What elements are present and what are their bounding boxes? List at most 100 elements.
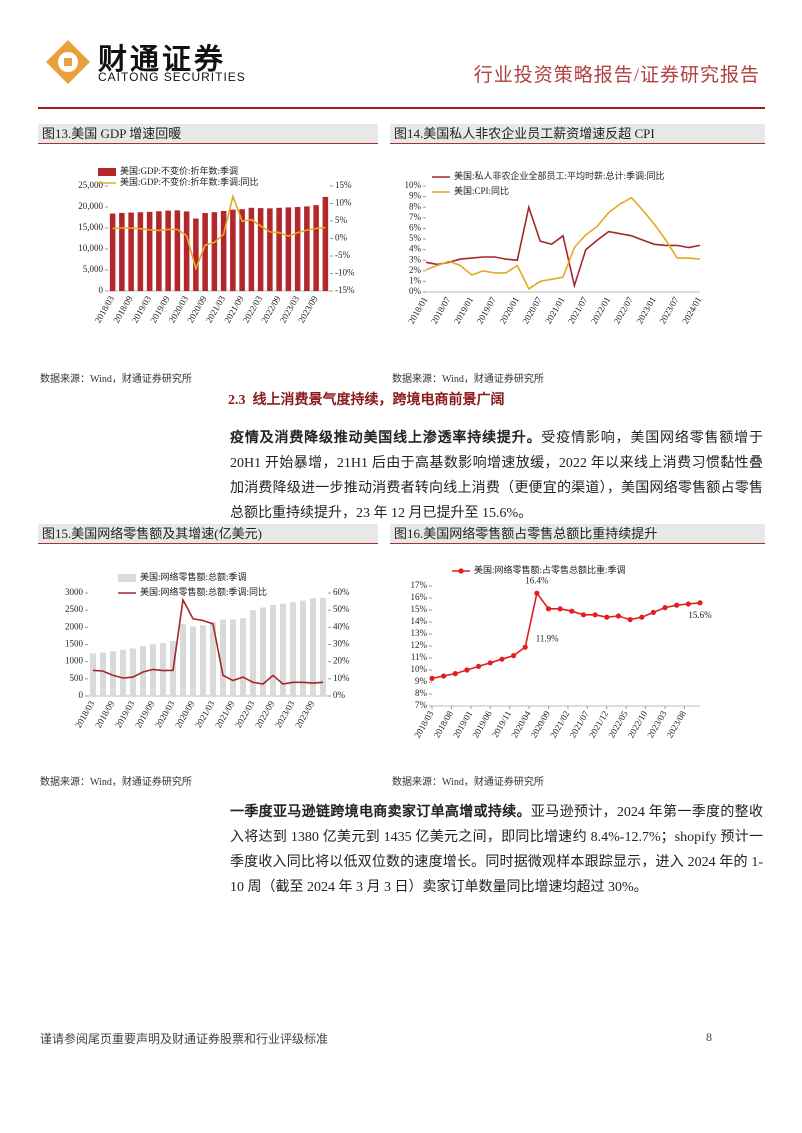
y-tick-label: 10%: [333, 673, 350, 683]
y-tick-label: 60%: [333, 587, 350, 597]
header-rule: [38, 107, 765, 109]
y-tick-label: 14%: [411, 616, 428, 626]
paragraph-lead: 疫情及消费降级推动美国线上渗透率持续提升。: [230, 431, 542, 446]
line-series: [431, 591, 701, 680]
data-label: 15.6%: [688, 610, 712, 620]
bar: [156, 211, 162, 291]
bar: [280, 603, 286, 696]
bar: [109, 213, 116, 291]
logo-en: CAITONG SECURITIES: [98, 70, 246, 84]
bar: [300, 600, 306, 696]
legend-label: 美国:GDP:不变价:折年数:季调:同比: [120, 176, 259, 187]
bar: [322, 196, 329, 291]
logo-center: [64, 58, 72, 66]
legend-label: 美国:私人非农企业全部员工:平均时薪:总计:季调:同比: [454, 170, 665, 181]
y-tick-label: 4%: [409, 244, 422, 254]
y-tick-label: 10%: [405, 180, 422, 190]
y-tick-label: -5%: [335, 250, 350, 260]
bar: [110, 651, 116, 696]
bar: [257, 208, 264, 291]
line-series: [425, 196, 701, 290]
bar: [304, 206, 310, 291]
point: [522, 644, 528, 650]
figure-caption: 图16.美国网络零售额占零售总额比重持续提升: [390, 524, 765, 544]
bar: [190, 626, 196, 696]
y-tick-label: 15%: [335, 180, 352, 190]
x-tick-label: 2019/07: [475, 295, 499, 326]
x-tick-label: 2018/01: [406, 295, 429, 326]
bar: [146, 211, 153, 291]
y-tick-label: 3000: [65, 587, 84, 597]
y-tick-label: -10%: [335, 268, 355, 278]
bar: [193, 218, 199, 291]
y-tick-label: 20,000: [78, 201, 103, 211]
section-number: 2.3: [228, 393, 246, 408]
point: [557, 606, 563, 612]
bar: [202, 213, 208, 291]
y-tick-label: 40%: [333, 621, 350, 631]
paragraph-body: 亚马逊预计，2024 年第一季度的整收入将达到 1380 亿美元到 1435 亿…: [230, 805, 764, 895]
figure-caption: 图15.美国网络零售额及其增速(亿美元): [38, 524, 378, 544]
page-number: 8: [706, 1030, 712, 1044]
bar: [313, 205, 319, 291]
y-tick-label: 1000: [65, 656, 84, 666]
y-tick-label: 25,000: [78, 180, 103, 190]
x-tick-label: 2021/01: [543, 295, 566, 326]
x-tick-label: 2022/01: [589, 295, 612, 326]
y-tick-label: 9%: [415, 676, 428, 686]
y-tick-label: 30%: [333, 639, 350, 649]
line-series: [112, 193, 326, 272]
bar: [250, 610, 256, 696]
y-tick-label: 2%: [409, 265, 422, 275]
x-tick-label: 2019/01: [452, 295, 475, 326]
point: [615, 613, 622, 619]
bar: [267, 208, 273, 291]
x-tick-label: 2020/07: [520, 295, 544, 326]
bar: [130, 648, 136, 696]
bar: [180, 624, 186, 696]
figure-caption: 图13.美国 GDP 增速回暖: [38, 124, 378, 144]
point: [674, 602, 680, 608]
y-tick-label: 20%: [333, 656, 350, 666]
point: [697, 600, 703, 606]
bar: [276, 207, 282, 291]
point: [476, 663, 482, 670]
paragraph-body: 受疫情影响，美国网络零售额增于 20H1 开始暴增，21H1 后由于高基数影响增…: [230, 431, 764, 521]
x-tick-label: 2022/07: [612, 295, 636, 326]
y-tick-label: 9%: [409, 191, 422, 201]
bar: [230, 209, 236, 291]
point: [569, 608, 575, 614]
bar: [140, 646, 146, 696]
line-series: [425, 204, 701, 289]
y-tick-label: 13%: [411, 628, 428, 638]
figure-source: 数据来源：Wind，财通证券研究所: [40, 374, 192, 385]
point: [429, 675, 435, 682]
y-tick-label: 16%: [411, 592, 428, 602]
y-tick-label: 3%: [409, 254, 422, 264]
point: [510, 653, 517, 659]
y-tick-label: 2500: [65, 604, 84, 614]
y-tick-label: 15,000: [78, 222, 103, 232]
legend-label: 美国:CPI:同比: [454, 185, 509, 196]
bar: [200, 625, 206, 696]
y-tick-label: 0%: [333, 690, 346, 700]
figure-source: 数据来源：Wind，财通证券研究所: [392, 374, 544, 385]
bar: [119, 212, 125, 291]
legend-marker: [458, 568, 464, 574]
y-tick-label: 1%: [409, 275, 422, 285]
y-tick-label: 10%: [411, 664, 428, 674]
x-tick-label: 2024/01: [680, 295, 703, 326]
point: [580, 612, 587, 618]
logo-cn: 财通证券: [98, 42, 227, 76]
bar: [260, 607, 266, 696]
bar: [120, 649, 126, 696]
point: [627, 617, 633, 623]
data-label: 11.9%: [536, 633, 559, 643]
figure-caption: 图14.美国私人非农企业员工薪资增速反超 CPI: [390, 124, 765, 144]
section-title: 线上消费景气度持续，跨境电商前景广阔: [252, 393, 505, 408]
y-tick-label: 1500: [65, 639, 84, 649]
x-tick-label: 2023/07: [657, 295, 681, 326]
bar: [100, 652, 106, 696]
